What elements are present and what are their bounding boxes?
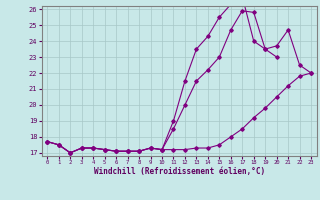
X-axis label: Windchill (Refroidissement éolien,°C): Windchill (Refroidissement éolien,°C) [94, 167, 265, 176]
